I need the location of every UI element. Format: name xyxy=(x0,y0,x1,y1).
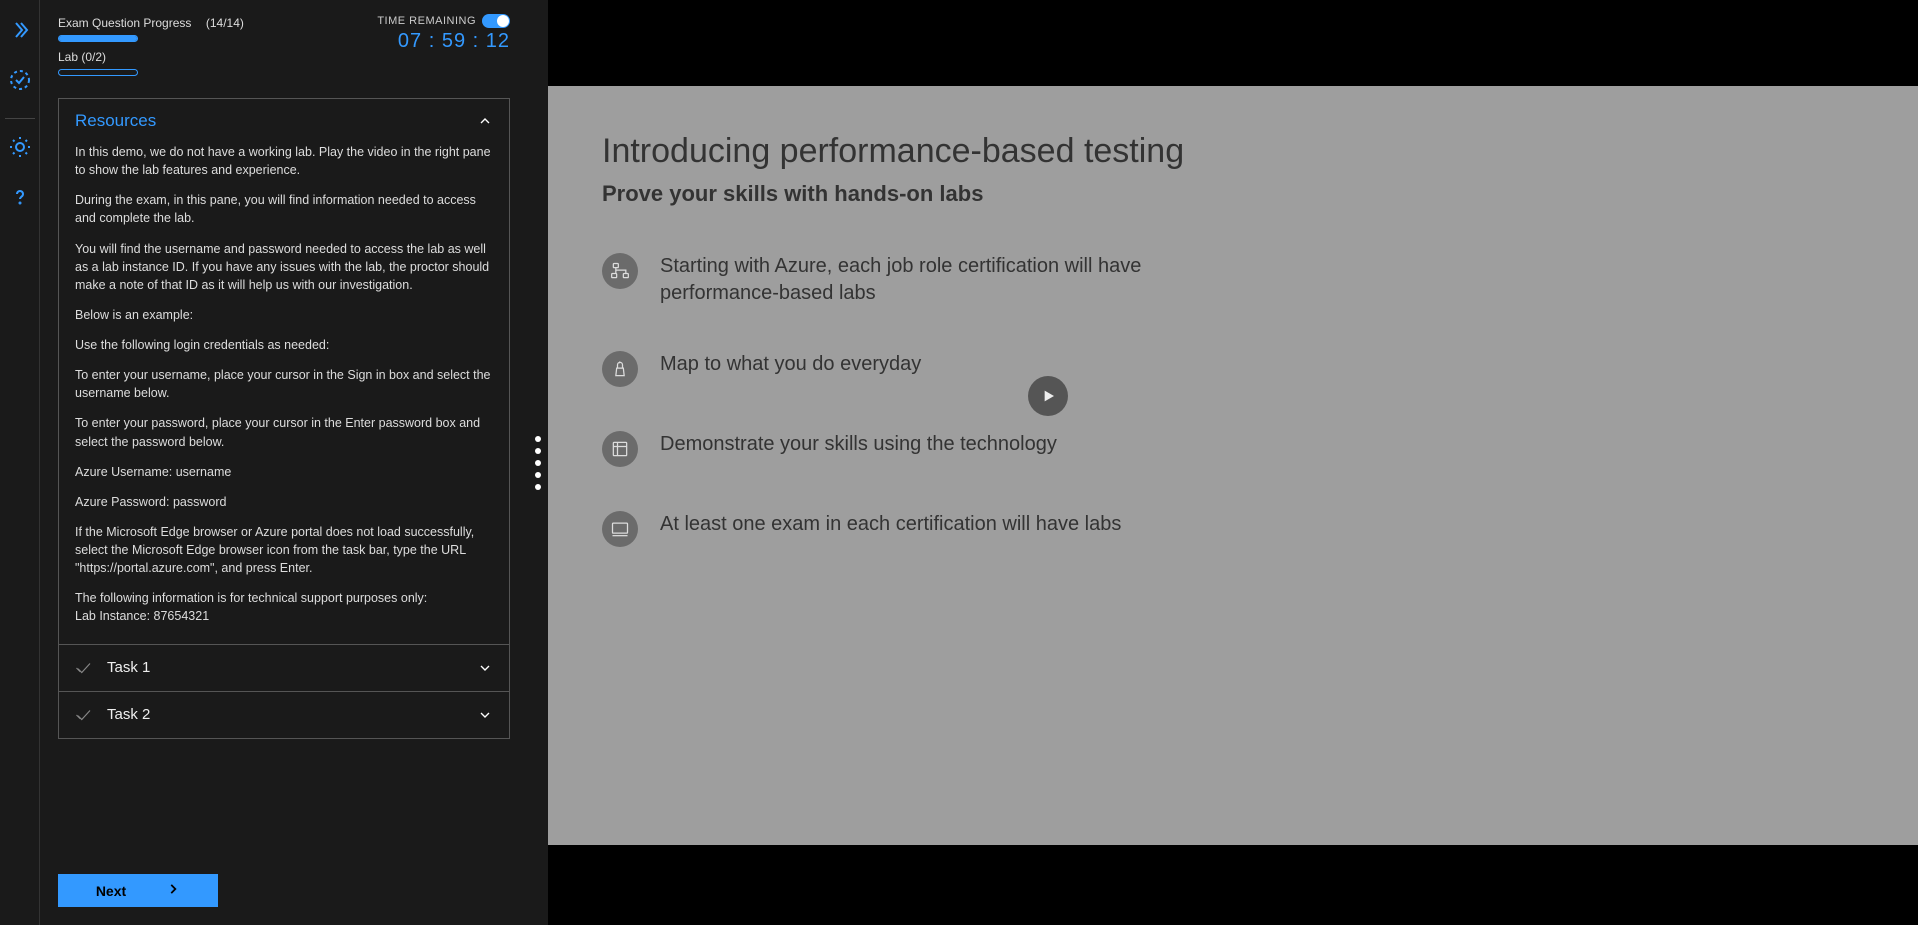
header-row: Exam Question Progress (14/14) Lab (0/2)… xyxy=(58,14,510,76)
pane-resize-handle[interactable] xyxy=(528,0,548,925)
slide-bullet: Starting with Azure, each job role certi… xyxy=(602,253,1142,307)
time-remaining-label: TIME REMAINING xyxy=(377,15,476,27)
resources-paragraph: Use the following login credentials as n… xyxy=(75,336,493,354)
checkmark-icon xyxy=(75,706,93,724)
slide-title: Introducing performance-based testing xyxy=(602,132,1918,171)
sun-icon[interactable] xyxy=(8,135,32,159)
resources-body: In this demo, we do not have a working l… xyxy=(59,143,509,644)
resources-paragraph: To enter your password, place your curso… xyxy=(75,414,493,450)
handle-dot xyxy=(535,472,541,478)
bullet-icon xyxy=(602,351,638,387)
checkmark-icon xyxy=(75,659,93,677)
resources-paragraph: You will find the username and password … xyxy=(75,240,493,294)
time-block: TIME REMAINING 07 : 59 : 12 xyxy=(377,14,510,53)
resources-paragraph: The following information is for technic… xyxy=(75,589,493,625)
resources-paragraph: Azure Password: password xyxy=(75,493,493,511)
bullet-icon xyxy=(602,431,638,467)
time-toggle[interactable] xyxy=(482,14,510,28)
task-label: Task 2 xyxy=(107,706,150,723)
bullet-text: At least one exam in each certification … xyxy=(660,511,1121,538)
question-progress-count: (14/14) xyxy=(206,16,244,30)
resources-paragraph: If the Microsoft Edge browser or Azure p… xyxy=(75,523,493,577)
task-label: Task 1 xyxy=(107,659,150,676)
timer-value: 07 : 59 : 12 xyxy=(377,30,510,53)
next-button[interactable]: Next xyxy=(58,874,218,907)
slide-bullet: At least one exam in each certification … xyxy=(602,511,1142,547)
resources-header[interactable]: Resources xyxy=(59,99,509,143)
handle-dot xyxy=(535,460,541,466)
help-icon[interactable] xyxy=(8,185,32,209)
resources-title: Resources xyxy=(75,111,156,131)
rail-separator xyxy=(5,118,35,119)
tasks-container: Task 1 Task 2 xyxy=(58,645,510,739)
bullet-text: Starting with Azure, each job role certi… xyxy=(660,253,1142,307)
video-letterbox-bottom xyxy=(548,845,1918,925)
resources-card: Resources In this demo, we do not have a… xyxy=(58,98,510,645)
bullet-icon xyxy=(602,253,638,289)
play-button[interactable] xyxy=(1028,376,1068,416)
question-progress-bar xyxy=(58,35,138,42)
resources-paragraph: In this demo, we do not have a working l… xyxy=(75,143,493,179)
handle-dot xyxy=(535,436,541,442)
next-button-label: Next xyxy=(96,883,126,899)
bullet-icon xyxy=(602,511,638,547)
video-slide: Introducing performance-based testing Pr… xyxy=(548,86,1918,845)
task-row[interactable]: Task 1 xyxy=(58,645,510,692)
check-circle-icon[interactable] xyxy=(8,68,32,92)
progress-block: Exam Question Progress (14/14) Lab (0/2) xyxy=(58,14,244,76)
instructions-panel: Exam Question Progress (14/14) Lab (0/2)… xyxy=(40,0,528,925)
resources-paragraph: To enter your username, place your curso… xyxy=(75,366,493,402)
chevron-down-icon xyxy=(477,660,493,676)
bullet-text: Map to what you do everyday xyxy=(660,351,921,378)
resources-paragraph: During the exam, in this pane, you will … xyxy=(75,191,493,227)
handle-dot xyxy=(535,484,541,490)
resources-paragraph: Azure Username: username xyxy=(75,463,493,481)
task-row[interactable]: Task 2 xyxy=(58,692,510,739)
slide-bullet: Demonstrate your skills using the techno… xyxy=(602,431,1142,467)
slide-subtitle: Prove your skills with hands-on labs xyxy=(602,181,1918,207)
video-letterbox-top xyxy=(548,0,1918,86)
left-rail xyxy=(0,0,40,925)
resources-paragraph: Below is an example: xyxy=(75,306,493,324)
lab-progress-bar xyxy=(58,69,138,76)
chevron-right-icon xyxy=(166,882,180,899)
chevron-down-icon xyxy=(477,707,493,723)
question-progress-fill xyxy=(59,36,137,41)
bullet-text: Demonstrate your skills using the techno… xyxy=(660,431,1057,458)
handle-dot xyxy=(535,448,541,454)
question-progress-label: Exam Question Progress xyxy=(58,16,191,30)
expand-icon[interactable] xyxy=(8,18,32,42)
video-pane: Introducing performance-based testing Pr… xyxy=(548,0,1918,925)
lab-progress-label: Lab (0/2) xyxy=(58,50,106,64)
chevron-up-icon xyxy=(477,113,493,129)
